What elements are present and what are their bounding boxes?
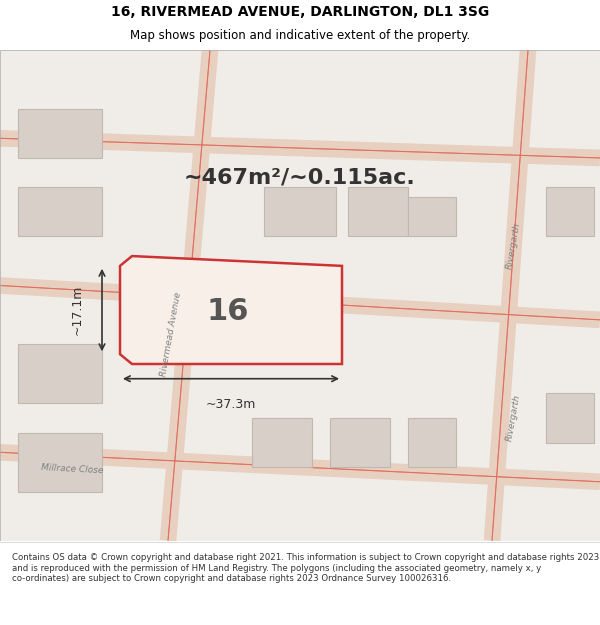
Text: ~17.1m: ~17.1m <box>71 285 84 335</box>
Text: ~467m²/~0.115ac.: ~467m²/~0.115ac. <box>184 168 416 187</box>
Bar <box>18 344 102 403</box>
Bar <box>330 418 390 467</box>
Bar <box>18 432 102 491</box>
Bar <box>408 418 456 467</box>
Text: 16: 16 <box>207 297 249 326</box>
Text: Millrace Close: Millrace Close <box>41 463 103 476</box>
Bar <box>18 109 102 158</box>
Text: Map shows position and indicative extent of the property.: Map shows position and indicative extent… <box>130 29 470 42</box>
Text: 16, RIVERMEAD AVENUE, DARLINGTON, DL1 3SG: 16, RIVERMEAD AVENUE, DARLINGTON, DL1 3S… <box>111 6 489 19</box>
Bar <box>348 188 408 236</box>
Text: Rivergarth: Rivergarth <box>505 394 521 442</box>
Text: ~37.3m: ~37.3m <box>206 398 256 411</box>
Bar <box>264 188 336 236</box>
Bar <box>408 198 456 236</box>
Bar <box>252 418 312 467</box>
Bar <box>546 188 594 236</box>
Polygon shape <box>120 256 342 364</box>
Bar <box>546 394 594 442</box>
Text: Rivermead Avenue: Rivermead Avenue <box>159 291 183 378</box>
Text: Rivergarth: Rivergarth <box>505 222 521 271</box>
Text: Contains OS data © Crown copyright and database right 2021. This information is : Contains OS data © Crown copyright and d… <box>12 553 599 583</box>
Bar <box>18 188 102 236</box>
